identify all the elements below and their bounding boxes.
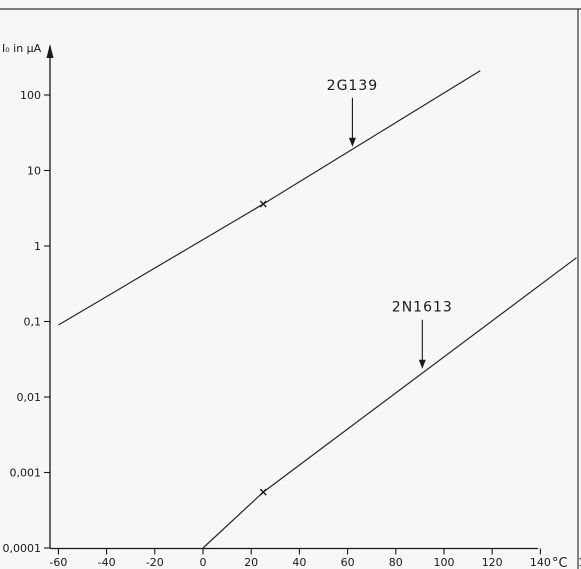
- y-tick-label: 0,001: [10, 467, 42, 480]
- x-axis-label: °C: [552, 556, 568, 569]
- x-tick-label: 20: [244, 556, 258, 569]
- y-axis-arrowhead: [46, 44, 54, 58]
- series-line-2g139: [58, 70, 481, 326]
- y-tick-label: 0,1: [24, 316, 42, 329]
- x-tick-label: 160: [578, 556, 581, 569]
- annotation-arrowhead: [418, 359, 426, 369]
- y-tick-label: 100: [20, 89, 41, 102]
- data-point-marker: [259, 200, 267, 208]
- axes: I₀ in µA °C: [2, 42, 568, 569]
- x-tick-label: 100: [434, 556, 455, 569]
- x-tick-label: -20: [146, 556, 164, 569]
- annotations: 2G139 2N1613: [327, 78, 453, 369]
- x-tick-label: 140: [530, 556, 551, 569]
- y-axis-label: I₀ in µA: [2, 42, 42, 55]
- x-tick-label: 80: [389, 556, 403, 569]
- x-tick-label: 40: [292, 556, 306, 569]
- y-tick-label: 10: [27, 165, 41, 178]
- series-label-2g139: 2G139: [327, 78, 378, 94]
- x-tick-label: 120: [482, 556, 503, 569]
- ticks: 0,0001 0,001 0,01 0,1 1 10 100 -60 -40 -20 0 20 40 60…: [3, 89, 581, 569]
- y-tick-label: 0,0001: [3, 542, 42, 555]
- x-tick-label: -40: [98, 556, 116, 569]
- data-point-marker: [259, 488, 267, 496]
- series-label-2n1613: 2N1613: [392, 300, 453, 316]
- series-lines: [58, 70, 577, 549]
- x-tick-label: 0: [200, 556, 207, 569]
- annotation-arrowhead: [348, 137, 356, 147]
- y-tick-label: 1: [34, 240, 41, 253]
- y-tick-label: 0,01: [17, 391, 42, 404]
- series-line-2n1613: [202, 257, 577, 549]
- x-tick-label: 60: [341, 556, 355, 569]
- x-tick-label: -60: [49, 556, 67, 569]
